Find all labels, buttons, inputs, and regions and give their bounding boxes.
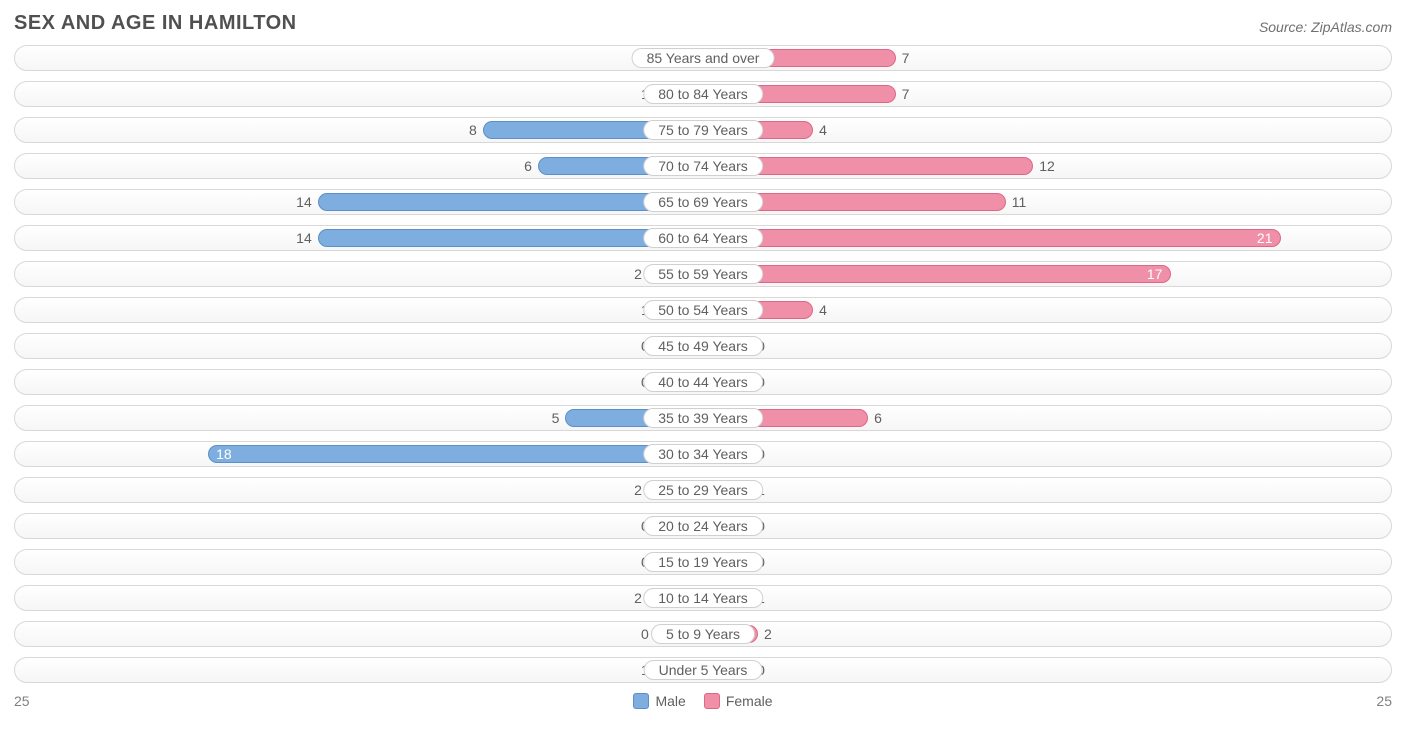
chart-row: 0015 to 19 Years bbox=[14, 549, 1392, 575]
value-male: 5 bbox=[552, 410, 560, 426]
swatch-female bbox=[704, 693, 720, 709]
value-female: 11 bbox=[1012, 194, 1027, 210]
category-label: 75 to 79 Years bbox=[643, 120, 763, 140]
chart-row: 2 17 55 to 59 Years bbox=[14, 261, 1392, 287]
value-male: 8 bbox=[469, 122, 477, 138]
bar-male bbox=[208, 445, 703, 463]
chart-row: 14 11 65 to 69 Years bbox=[14, 189, 1392, 215]
axis-max-left: 25 bbox=[14, 693, 30, 709]
category-label: Under 5 Years bbox=[644, 660, 763, 680]
value-male: 14 bbox=[296, 230, 312, 246]
axis-max-right: 25 bbox=[1376, 693, 1392, 709]
chart-row: 0045 to 49 Years bbox=[14, 333, 1392, 359]
category-label: 35 to 39 Years bbox=[643, 408, 763, 428]
chart-row: 18030 to 34 Years bbox=[14, 441, 1392, 467]
chart-title: SEX AND AGE IN HAMILTON bbox=[14, 12, 297, 35]
chart-row: 5 6 35 to 39 Years bbox=[14, 405, 1392, 431]
value-male: 2 bbox=[634, 482, 642, 498]
category-label: 30 to 34 Years bbox=[643, 444, 763, 464]
chart-row: 1450 to 54 Years bbox=[14, 297, 1392, 323]
chart-footer: 25 Male Female 25 bbox=[14, 693, 1392, 709]
chart-row: 10Under 5 Years bbox=[14, 657, 1392, 683]
value-female: 21 bbox=[1251, 230, 1279, 246]
chart-row: 14 21 60 to 64 Years bbox=[14, 225, 1392, 251]
value-female: 4 bbox=[819, 302, 827, 318]
value-male: 18 bbox=[210, 446, 238, 462]
value-female: 7 bbox=[902, 50, 910, 66]
bar-female bbox=[703, 265, 1171, 283]
chart-row: 0785 Years and over bbox=[14, 45, 1392, 71]
category-label: 10 to 14 Years bbox=[643, 588, 763, 608]
category-label: 15 to 19 Years bbox=[643, 552, 763, 572]
category-label: 20 to 24 Years bbox=[643, 516, 763, 536]
legend: Male Female bbox=[633, 693, 772, 709]
bar-female bbox=[703, 229, 1281, 247]
value-male: 6 bbox=[524, 158, 532, 174]
chart-header: SEX AND AGE IN HAMILTON Source: ZipAtlas… bbox=[14, 12, 1392, 35]
chart-row: 1780 to 84 Years bbox=[14, 81, 1392, 107]
category-label: 50 to 54 Years bbox=[643, 300, 763, 320]
category-label: 65 to 69 Years bbox=[643, 192, 763, 212]
category-label: 60 to 64 Years bbox=[643, 228, 763, 248]
category-label: 45 to 49 Years bbox=[643, 336, 763, 356]
value-female: 4 bbox=[819, 122, 827, 138]
category-label: 40 to 44 Years bbox=[643, 372, 763, 392]
category-label: 70 to 74 Years bbox=[643, 156, 763, 176]
value-female: 2 bbox=[764, 626, 772, 642]
chart-row: 6 12 70 to 74 Years bbox=[14, 153, 1392, 179]
chart-rows: 0785 Years and over1780 to 84 Years8475 … bbox=[14, 45, 1392, 683]
value-female: 17 bbox=[1141, 266, 1169, 282]
category-label: 5 to 9 Years bbox=[651, 624, 755, 644]
chart-row: 2125 to 29 Years bbox=[14, 477, 1392, 503]
chart-source: Source: ZipAtlas.com bbox=[1259, 19, 1392, 35]
legend-label-male: Male bbox=[655, 693, 685, 709]
chart-row: 8 4 75 to 79 Years bbox=[14, 117, 1392, 143]
chart-row: 0040 to 44 Years bbox=[14, 369, 1392, 395]
legend-item-female: Female bbox=[704, 693, 773, 709]
chart-row: 0 2 5 to 9 Years bbox=[14, 621, 1392, 647]
value-male: 14 bbox=[296, 194, 312, 210]
legend-label-female: Female bbox=[726, 693, 773, 709]
value-male: 0 bbox=[641, 626, 649, 642]
swatch-male bbox=[633, 693, 649, 709]
chart-row: 0020 to 24 Years bbox=[14, 513, 1392, 539]
category-label: 25 to 29 Years bbox=[643, 480, 763, 500]
value-female: 12 bbox=[1039, 158, 1055, 174]
category-label: 55 to 59 Years bbox=[643, 264, 763, 284]
value-female: 7 bbox=[902, 86, 910, 102]
value-male: 2 bbox=[634, 590, 642, 606]
value-female: 6 bbox=[874, 410, 882, 426]
category-label: 85 Years and over bbox=[632, 48, 775, 68]
category-label: 80 to 84 Years bbox=[643, 84, 763, 104]
legend-item-male: Male bbox=[633, 693, 685, 709]
value-male: 2 bbox=[634, 266, 642, 282]
chart-row: 2110 to 14 Years bbox=[14, 585, 1392, 611]
